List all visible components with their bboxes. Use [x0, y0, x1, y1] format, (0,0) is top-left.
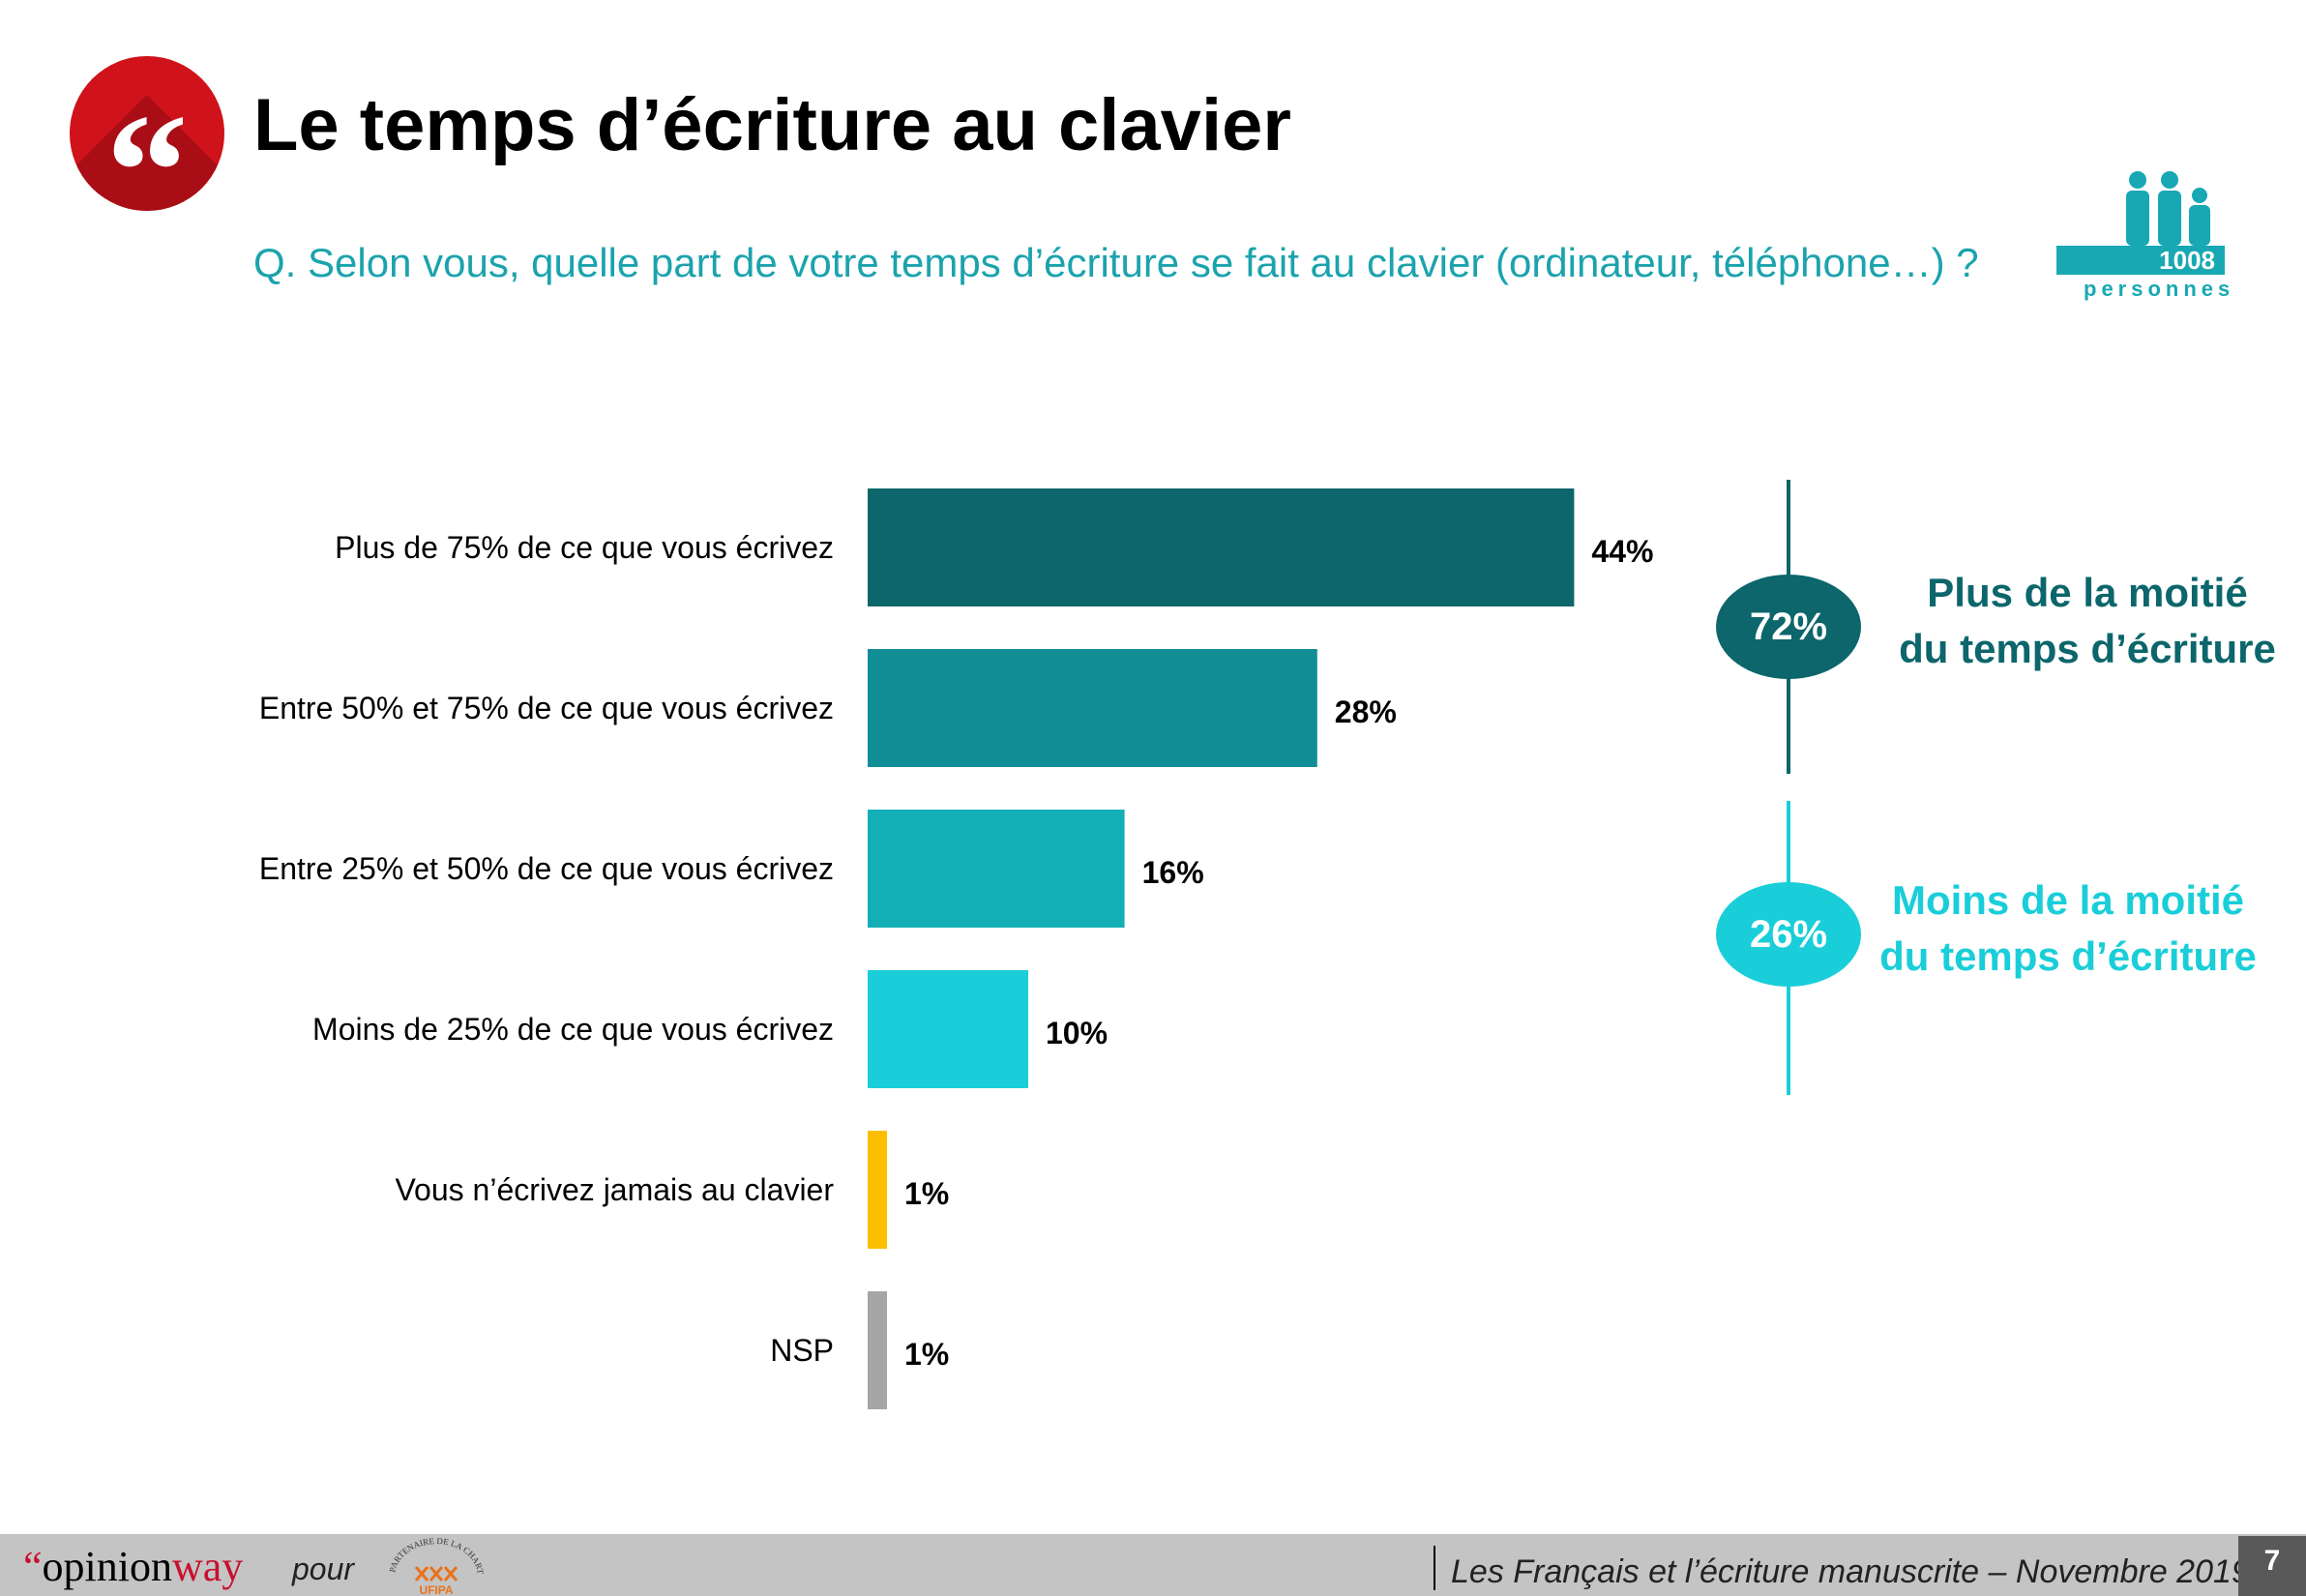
category-label-1: Entre 50% et 75% de ce que vous écrivez: [259, 691, 834, 725]
value-label-5: 1%: [904, 1337, 949, 1372]
summary-label-majority: Plus de la moitié du temps d’écriture: [1875, 565, 2300, 677]
opinionway-logo: “opinionway: [23, 1543, 244, 1590]
bar-3: [868, 970, 1028, 1088]
value-label-1: 28%: [1335, 695, 1397, 729]
summary-value-minority: 26%: [1716, 882, 1861, 987]
summary-value-majority: 72%: [1716, 575, 1861, 679]
footer-pour: pour: [292, 1552, 355, 1586]
sample-label: personnes: [2084, 277, 2235, 301]
footer-divider: [1434, 1546, 1435, 1590]
category-label-0: Plus de 75% de ce que vous écrivez: [335, 530, 834, 565]
sample-count: 1008: [2056, 246, 2225, 275]
category-label-5: NSP: [770, 1333, 834, 1368]
category-label-4: Vous n’écrivez jamais au clavier: [395, 1172, 834, 1207]
footer-bar: [0, 1534, 2306, 1596]
quote-glyph: “: [105, 80, 189, 211]
bar-4: [868, 1131, 887, 1249]
bar-2: [868, 810, 1125, 928]
value-label-4: 1%: [904, 1176, 949, 1211]
footer-caption: Les Français et l’écriture manuscrite – …: [1451, 1553, 2250, 1590]
svg-text:UFIPA: UFIPA: [419, 1583, 453, 1596]
quote-icon: “: [70, 56, 224, 211]
survey-question: Q. Selon vous, quelle part de votre temp…: [253, 240, 1979, 285]
summary-label-minority-line2: du temps d’écriture: [1879, 933, 2257, 979]
bar-5: [868, 1291, 887, 1409]
page-title: Le temps d’écriture au clavier: [253, 84, 1291, 166]
page-number: 7: [2238, 1536, 2306, 1596]
value-label-2: 16%: [1142, 855, 1204, 890]
summary-label-minority-line1: Moins de la moitié: [1891, 877, 2245, 923]
ufipa-logo: PARTENAIRE DE LA CHARTE UFIPA: [383, 1538, 486, 1596]
summary-label-majority-line1: Plus de la moitié: [1927, 570, 2248, 615]
category-label-3: Moins de 25% de ce que vous écrivez: [312, 1012, 834, 1047]
bar-0: [868, 488, 1575, 606]
value-label-3: 10%: [1046, 1016, 1108, 1050]
category-label-2: Entre 25% et 50% de ce que vous écrivez: [259, 851, 834, 886]
bar-1: [868, 649, 1317, 767]
sample-size-badge: 1008 personnes: [2056, 170, 2230, 306]
people-icon: [2126, 171, 2210, 246]
value-label-0: 44%: [1591, 534, 1653, 569]
summary-label-minority: Moins de la moitié du temps d’écriture: [1855, 872, 2281, 985]
summary-label-majority-line2: du temps d’écriture: [1899, 626, 2276, 671]
